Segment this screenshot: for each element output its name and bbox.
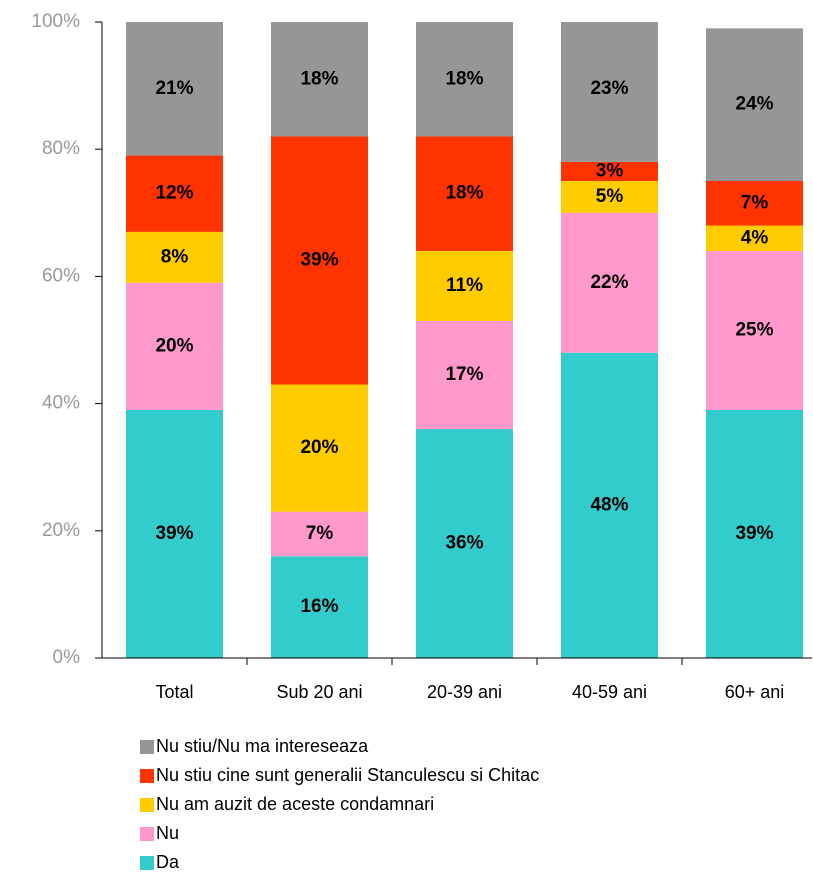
bar-segment: [271, 384, 368, 512]
data-label: 5%: [596, 186, 624, 207]
data-label: 36%: [445, 533, 483, 554]
data-label: 18%: [445, 68, 483, 89]
data-label: 11%: [446, 275, 483, 296]
data-label: 20%: [300, 437, 338, 458]
data-label: 39%: [300, 250, 338, 271]
legend-label: Nu am auzit de aceste condamnari: [156, 794, 434, 814]
data-label: 21%: [155, 78, 193, 99]
legend-swatch: [140, 798, 154, 812]
bar-segment: [561, 212, 658, 353]
bar-segment: [561, 352, 658, 658]
y-tick-label: 0%: [53, 647, 81, 668]
y-tick-label: 40%: [42, 393, 80, 414]
bar-segment: [706, 225, 803, 251]
legend-swatch: [140, 856, 154, 870]
data-label: 23%: [590, 78, 628, 99]
x-tick-label: Sub 20 ani: [276, 682, 362, 702]
data-label: 7%: [741, 192, 769, 213]
legend-label: Da: [156, 852, 180, 872]
data-label: 17%: [445, 364, 483, 385]
data-label: 39%: [735, 523, 773, 544]
legend-swatch: [140, 769, 154, 783]
data-label: 12%: [155, 183, 193, 204]
bar-segment: [271, 556, 368, 658]
legend-label: Nu: [156, 823, 179, 843]
legend-label: Nu stiu cine sunt generalii Stanculescu …: [156, 765, 539, 785]
data-label: 4%: [741, 227, 769, 248]
bars: [126, 22, 803, 658]
bar-segment: [706, 409, 803, 658]
bar-segment: [706, 250, 803, 410]
bar-segment: [126, 409, 223, 658]
x-tick-label: 20-39 ani: [427, 682, 502, 702]
bar-segment: [271, 22, 368, 137]
bar-segment: [416, 320, 513, 430]
y-tick-label: 60%: [42, 265, 80, 286]
data-label: 18%: [445, 183, 483, 204]
data-label: 48%: [590, 494, 628, 515]
data-label: 7%: [306, 523, 334, 544]
bar-segment: [126, 22, 223, 156]
bar-segment: [706, 28, 803, 181]
bar-segment: [126, 282, 223, 410]
legend-swatch: [140, 827, 154, 841]
bar-segment: [561, 22, 658, 162]
y-tick-label: 100%: [31, 11, 80, 32]
data-label: 22%: [590, 272, 628, 293]
bar-segment: [416, 136, 513, 251]
x-tick-label: Total: [155, 682, 193, 702]
bar-segment: [416, 22, 513, 137]
data-label: 24%: [735, 94, 773, 115]
bar-segment: [706, 181, 803, 226]
legend-label: Nu stiu/Nu ma intereseaza: [156, 736, 369, 756]
bar-segment: [126, 231, 223, 283]
bar-segment: [416, 429, 513, 658]
x-tick-label: 40-59 ani: [572, 682, 647, 702]
legend-swatch: [140, 740, 154, 754]
data-label: 18%: [300, 68, 338, 89]
y-tick-label: 80%: [42, 138, 80, 159]
bar-segment: [561, 181, 658, 213]
data-label: 39%: [155, 523, 193, 544]
x-tick-label: 60+ ani: [725, 682, 785, 702]
bar-segment: [271, 136, 368, 385]
data-label: 25%: [735, 319, 773, 340]
bar-segment: [416, 250, 513, 321]
bar-segment: [126, 155, 223, 232]
bar-segment: [561, 161, 658, 181]
y-tick-label: 20%: [42, 520, 80, 541]
bar-segment: [271, 511, 368, 557]
data-label: 8%: [161, 246, 189, 267]
data-label: 3%: [596, 160, 624, 181]
data-label: 20%: [155, 335, 193, 356]
data-label: 16%: [300, 596, 338, 617]
